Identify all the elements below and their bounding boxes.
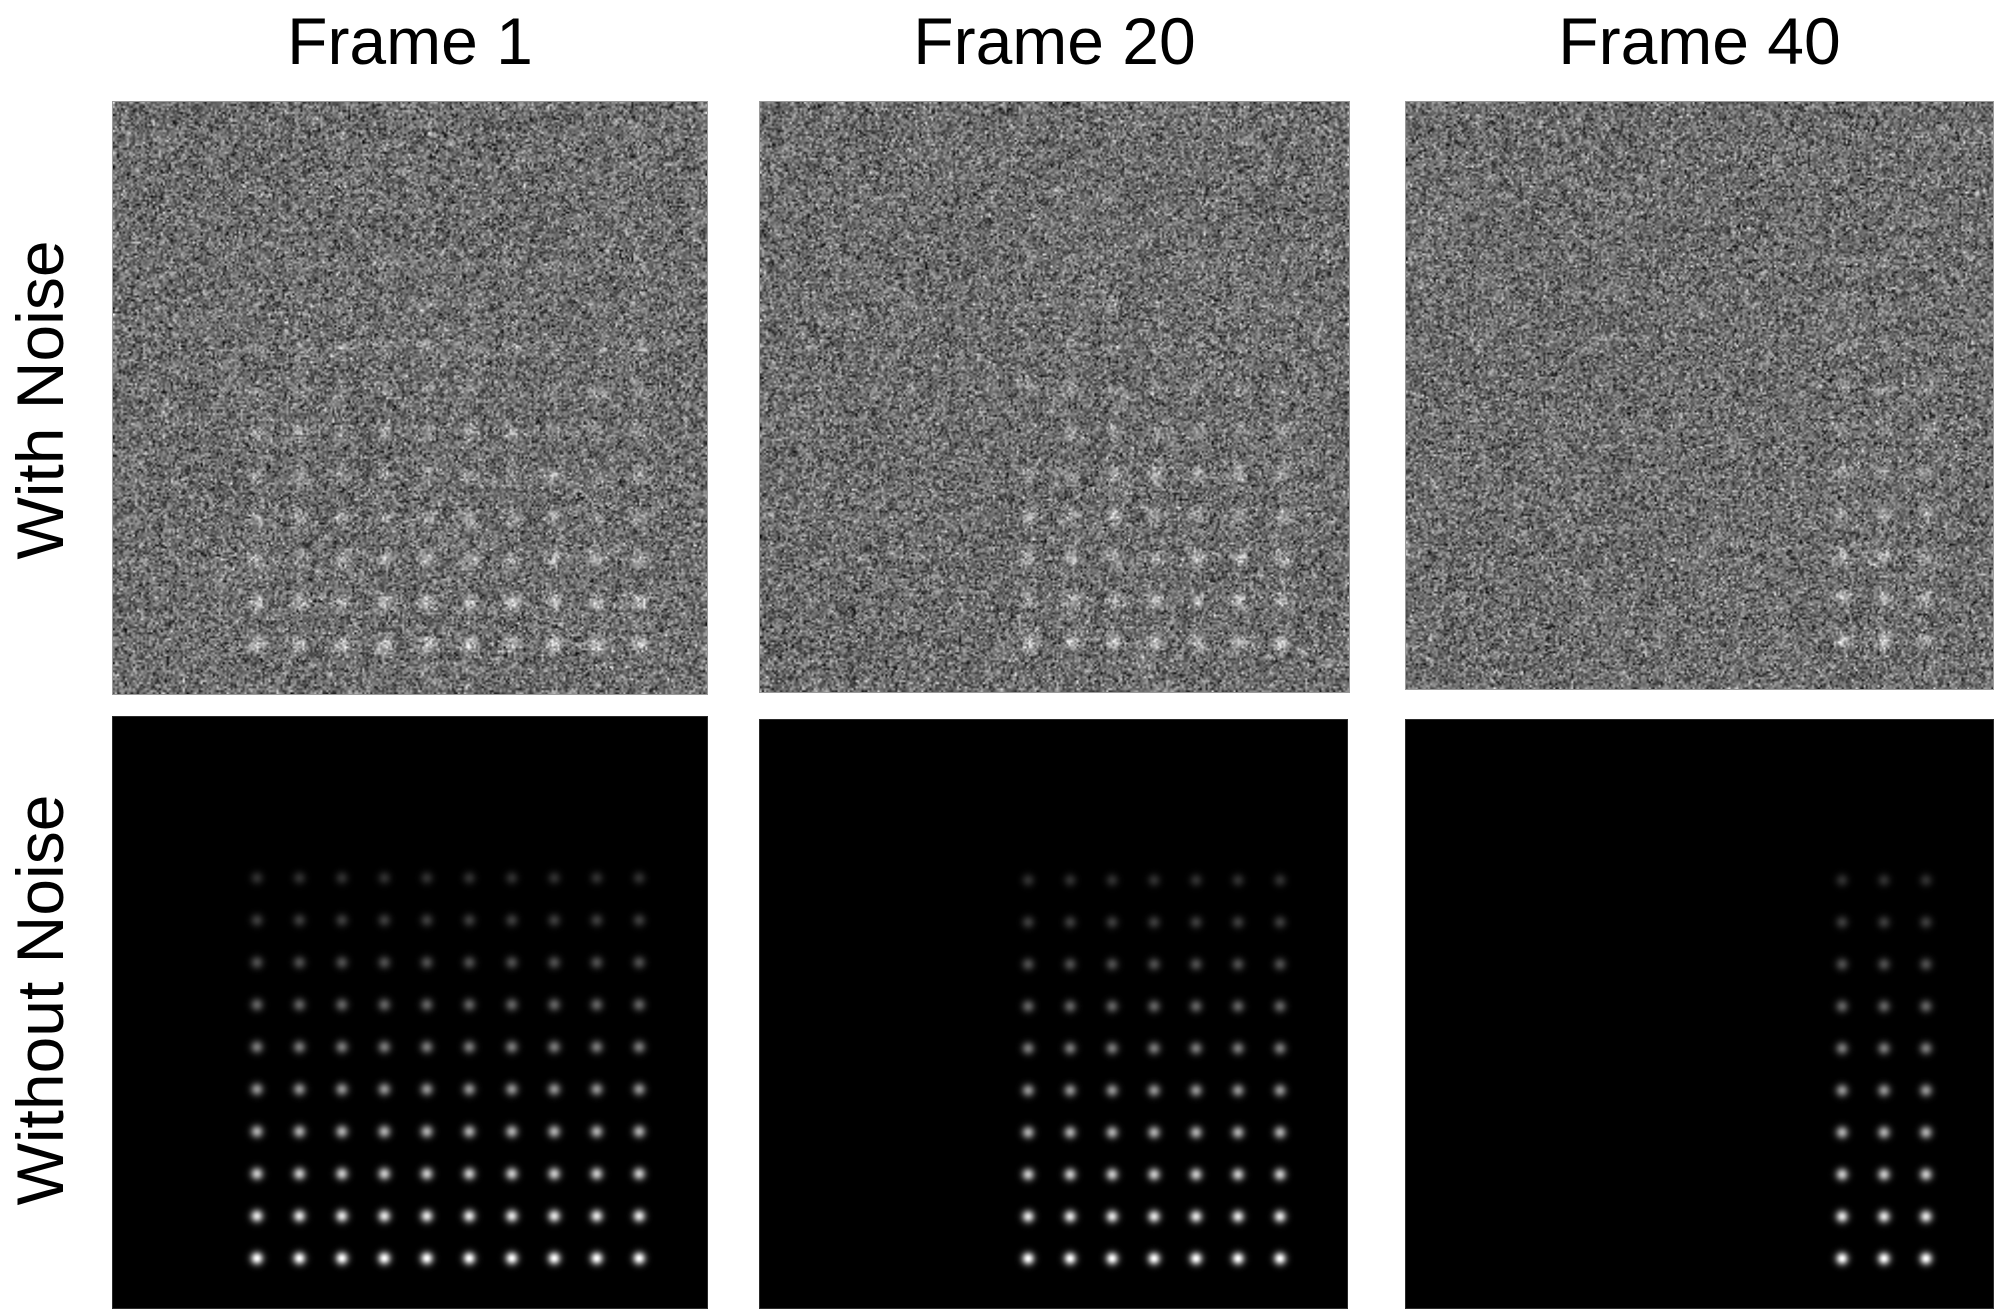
noisy-panel-frame-1 [112,101,708,695]
clean-panel-frame-20 [759,719,1348,1309]
row-label-with-noise: With Noise [3,240,77,560]
column-title-frame-1: Frame 1 [287,4,533,78]
noisy-image-frame-1 [113,102,707,694]
noisy-image-frame-20 [760,102,1349,692]
noisy-panel-frame-20 [759,101,1350,693]
column-title-frame-20: Frame 20 [913,4,1196,78]
noisy-image-frame-40 [1406,102,1993,689]
clean-image-frame-1 [113,717,707,1308]
clean-panel-frame-40 [1405,719,1994,1309]
column-title-frame-40: Frame 40 [1558,4,1841,78]
clean-image-frame-20 [760,720,1347,1308]
row-label-without-noise: Without Noise [3,794,77,1206]
clean-panel-frame-1 [112,716,708,1309]
clean-image-frame-40 [1406,720,1993,1308]
noisy-panel-frame-40 [1405,101,1994,690]
